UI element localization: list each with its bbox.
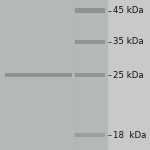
Text: 18  kDa: 18 kDa [113, 130, 147, 140]
Text: 25 kDa: 25 kDa [113, 70, 144, 80]
Bar [75, 133, 105, 137]
Bar [4, 73, 72, 74]
Text: 35 kDa: 35 kDa [113, 38, 144, 46]
Bar [75, 8, 105, 13]
Bar [0, 0, 108, 150]
Text: 45 kDa: 45 kDa [113, 6, 144, 15]
Bar [4, 74, 72, 75]
Bar [75, 40, 105, 44]
Bar [75, 73, 105, 77]
Bar [4, 76, 72, 77]
Bar [4, 75, 72, 76]
